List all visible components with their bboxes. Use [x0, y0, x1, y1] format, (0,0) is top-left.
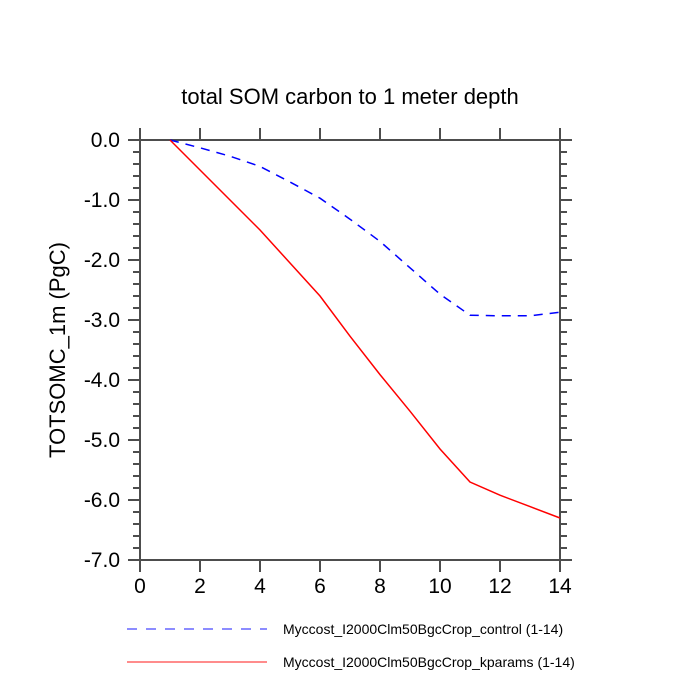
y-tick-label-5: -5.0	[84, 429, 120, 452]
x-tick-label-6: 12	[488, 575, 511, 598]
legend-label-control: Myccost_I2000Clm50BgcCrop_control (1-14)	[283, 621, 564, 637]
series-line-1	[169, 139, 561, 519]
plot-box	[139, 139, 561, 561]
y-tick-label-6: -6.0	[84, 489, 120, 512]
legend-item-kparams: Myccost_I2000Clm50BgcCrop_kparams (1-14)	[127, 654, 575, 670]
x-tick-label-2: 4	[254, 575, 266, 598]
y-tick-label-7: -7.0	[84, 549, 120, 572]
x-tick-label-1: 2	[194, 575, 206, 598]
series-line-0	[169, 139, 561, 317]
legend-line-kparams-solid	[127, 661, 267, 663]
y-tick-label-1: -1.0	[84, 189, 120, 212]
x-tick-label-7: 14	[548, 575, 572, 598]
x-tick-label-4: 8	[374, 575, 386, 598]
x-tick-label-0: 0	[134, 575, 146, 598]
legend-line-control-dashed	[127, 628, 267, 630]
x-tick-label-5: 10	[428, 575, 451, 598]
chart-title: total SOM carbon to 1 meter depth	[181, 84, 519, 109]
y-tick-label-0: 0.0	[91, 129, 120, 152]
legend-label-kparams: Myccost_I2000Clm50BgcCrop_kparams (1-14)	[283, 654, 575, 670]
legend-item-control: Myccost_I2000Clm50BgcCrop_control (1-14)	[127, 621, 563, 637]
y-tick-label-3: -3.0	[84, 309, 120, 332]
x-tick-label-3: 6	[314, 575, 326, 598]
y-tick-label-2: -2.0	[84, 249, 120, 272]
y-tick-label-4: -4.0	[84, 369, 120, 392]
